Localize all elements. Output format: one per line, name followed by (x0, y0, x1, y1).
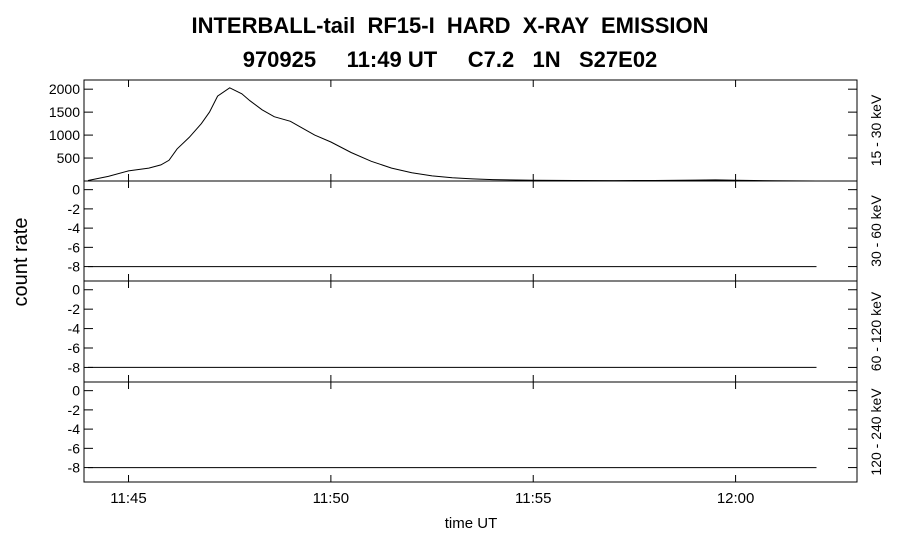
chart-title: INTERBALL-tail RF15-I HARD X-RAY EMISSIO… (191, 13, 709, 38)
y-tick-label: -4 (68, 321, 81, 337)
y-tick-label: -6 (68, 340, 81, 356)
y-tick-label: -2 (68, 201, 81, 217)
y-tick-label: -2 (68, 402, 81, 418)
panel-frame (83, 381, 858, 483)
y-tick-label: -4 (68, 220, 81, 236)
x-axis-label: time UT (445, 515, 498, 532)
y-tick-label: 0 (72, 282, 80, 298)
channel-label: 15 - 30 keV (868, 94, 884, 166)
x-tick-label: 12:00 (717, 490, 755, 507)
y-axis-label: count rate (10, 218, 32, 307)
y-tick-label: 2000 (49, 81, 80, 97)
series-line (87, 87, 817, 182)
y-tick-label: 1500 (49, 104, 80, 120)
channel-label: 30 - 60 keV (868, 195, 884, 267)
channel-label: 60 - 120 keV (868, 291, 884, 371)
y-tick-label: 1000 (49, 127, 80, 143)
x-tick-label: 11:50 (313, 490, 349, 507)
panel-frame (83, 79, 858, 182)
y-tick-label: -8 (68, 359, 81, 375)
panel-frame (83, 280, 858, 383)
y-tick-label: -6 (68, 440, 81, 456)
y-tick-label: -6 (68, 239, 81, 255)
panel-frame (83, 180, 858, 282)
y-tick-label: 0 (72, 182, 80, 198)
y-tick-label: -2 (68, 301, 81, 317)
y-tick-label: -4 (68, 421, 81, 437)
x-tick-label: 11:45 (110, 490, 146, 507)
channel-label: 120 - 240 keV (868, 388, 884, 476)
y-tick-label: 500 (57, 150, 81, 166)
y-tick-label: 0 (72, 383, 80, 399)
x-tick-label: 11:55 (515, 490, 551, 507)
y-tick-label: -8 (68, 259, 81, 275)
chart-subtitle: 970925 11:49 UT C7.2 1N S27E02 (242, 47, 658, 72)
y-tick-label: -8 (68, 460, 81, 476)
